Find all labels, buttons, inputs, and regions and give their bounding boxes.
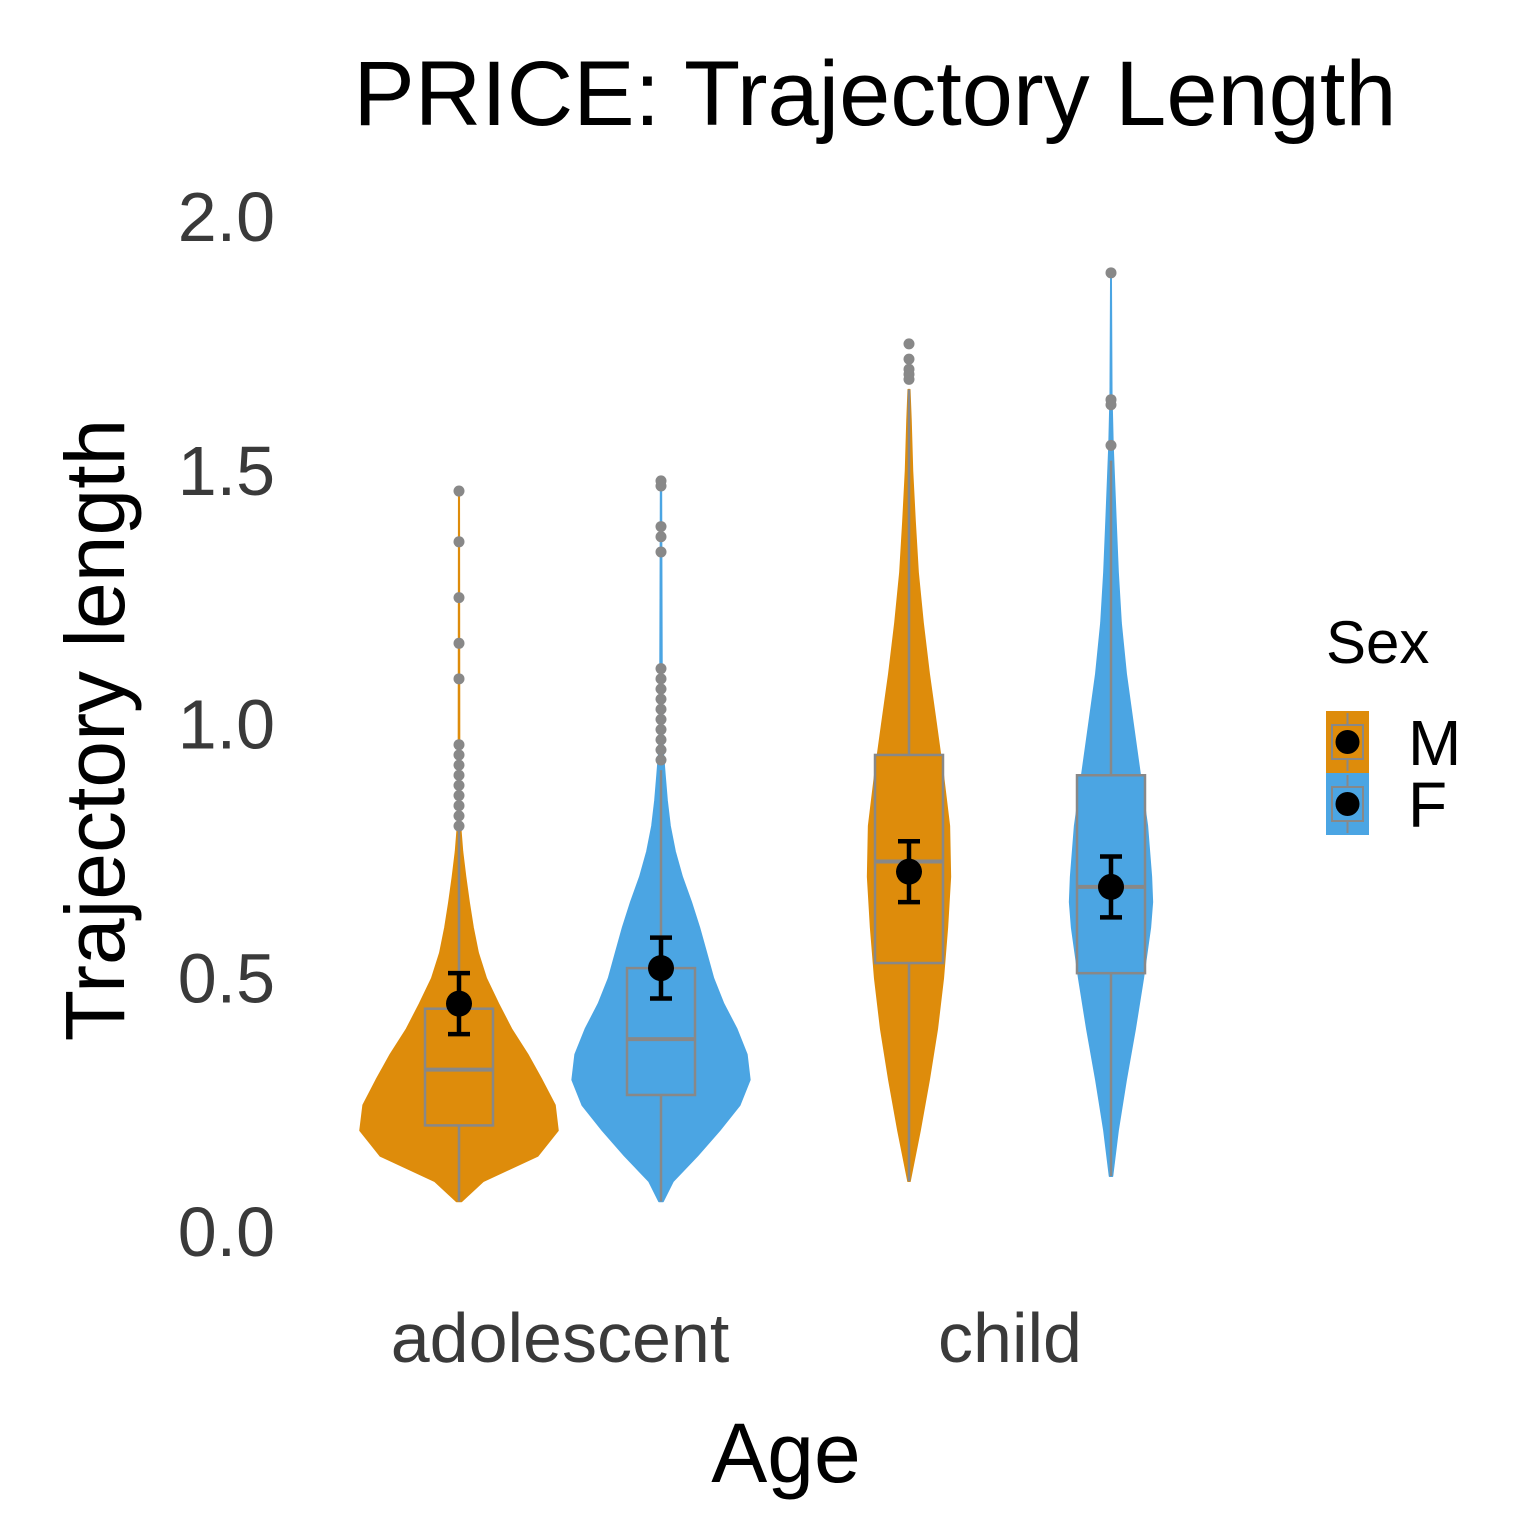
outlier-point (453, 739, 465, 751)
outlier-point (1105, 267, 1117, 279)
plot-area (359, 267, 1154, 1203)
outlier-point (655, 683, 667, 695)
outlier-point (453, 800, 465, 812)
outlier-point (453, 637, 465, 649)
legend-key (1326, 711, 1369, 773)
y-tick-label: 0.5 (178, 939, 275, 1017)
y-tick-label: 2.0 (178, 178, 275, 256)
y-tick-label: 1.5 (178, 432, 275, 510)
outlier-point (453, 779, 465, 791)
outlier-point (655, 546, 667, 558)
outlier-point (1105, 394, 1117, 406)
outlier-point (655, 693, 667, 705)
violin-group (571, 475, 751, 1203)
mean-point (1098, 873, 1124, 900)
outlier-point (453, 673, 465, 685)
outlier-point (1105, 439, 1117, 451)
outlier-point (655, 734, 667, 746)
outlier-point (453, 759, 465, 771)
violin-group (359, 485, 559, 1203)
legend-label: M (1408, 707, 1461, 779)
mean-point (648, 955, 674, 982)
outlier-point (453, 810, 465, 822)
outlier-point (655, 713, 667, 725)
outlier-point (655, 744, 667, 756)
outlier-point (655, 673, 667, 685)
x-tick-label: adolescent (391, 1299, 730, 1377)
outlier-point (903, 338, 915, 350)
outlier-point (453, 592, 465, 604)
outlier-point (903, 363, 915, 375)
violin-group (866, 338, 952, 1183)
outlier-point (655, 703, 667, 715)
outlier-point (655, 724, 667, 736)
legend-title: Sex (1326, 609, 1429, 676)
outlier-point (453, 749, 465, 761)
outlier-point (453, 790, 465, 802)
legend-point (1335, 730, 1360, 754)
mean-point (446, 990, 472, 1017)
outlier-point (453, 485, 465, 497)
outlier-point (655, 531, 667, 543)
legend-point (1335, 792, 1360, 816)
mean-point (896, 858, 922, 885)
legend-key (1326, 773, 1369, 835)
x-axis-ticks: adolescent child (391, 1299, 1082, 1377)
legend: Sex MF (1326, 609, 1461, 841)
outlier-point (453, 769, 465, 781)
outlier-point (453, 536, 465, 548)
y-tick-label: 0.0 (178, 1193, 275, 1271)
x-tick-label: child (938, 1299, 1082, 1377)
chart-title: PRICE: Trajectory Length (353, 43, 1396, 145)
outlier-point (903, 353, 915, 365)
y-axis-title: Trajectory length (48, 419, 142, 1042)
violin-group (1068, 267, 1154, 1177)
outlier-point (655, 663, 667, 675)
x-axis-title: Age (711, 1406, 860, 1500)
outlier-point (453, 820, 465, 832)
y-axis-ticks: 0.0 0.5 1.0 1.5 2.0 (178, 178, 275, 1271)
outlier-point (655, 521, 667, 533)
legend-label: F (1408, 769, 1447, 841)
outlier-point (655, 475, 667, 487)
outlier-point (655, 754, 667, 766)
y-tick-label: 1.0 (178, 686, 275, 764)
